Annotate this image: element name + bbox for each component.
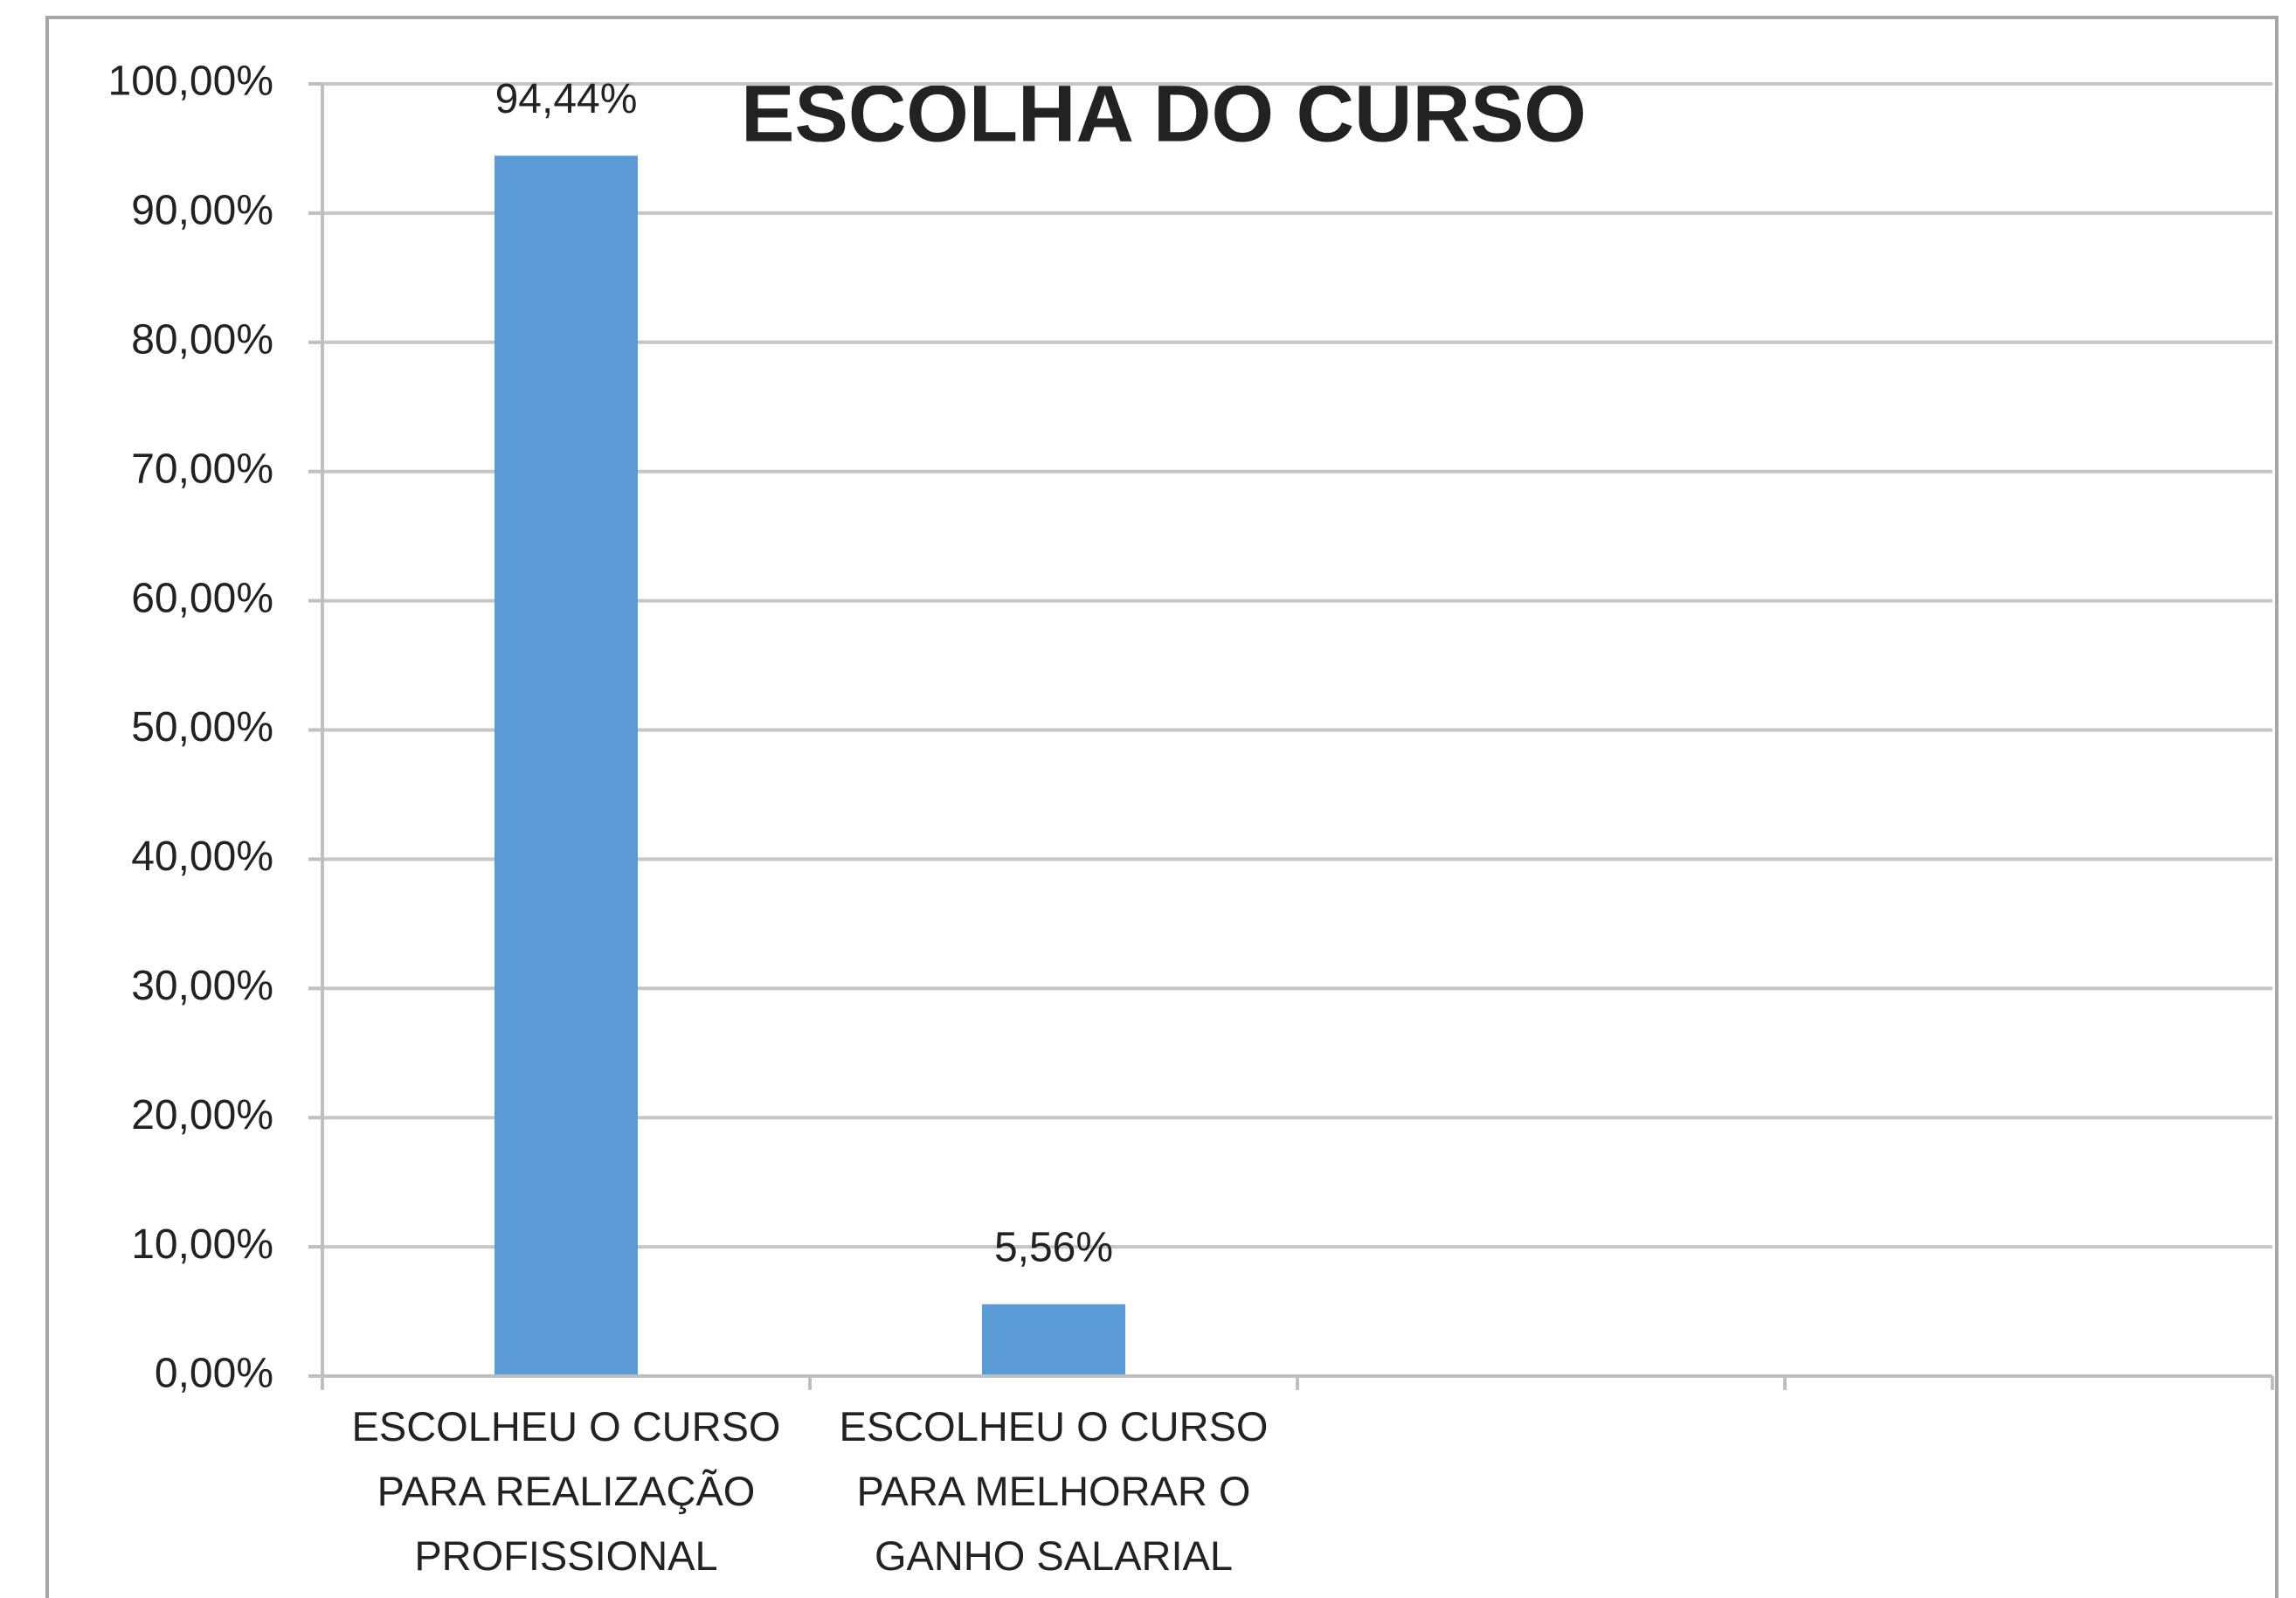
y-tick-label: 40,00% — [131, 834, 273, 880]
y-tick-label: 80,00% — [131, 316, 273, 363]
x-tick-label: ESCOLHEU O CURSO PARA MELHORAR O GANHO S… — [839, 1403, 1269, 1579]
y-tick-label: 70,00% — [131, 446, 273, 492]
y-tick-label: 10,00% — [131, 1221, 273, 1268]
bar — [494, 156, 638, 1376]
chart-border — [45, 16, 2279, 1598]
y-tick-label: 50,00% — [131, 704, 273, 751]
y-tick-label: 100,00% — [108, 59, 274, 105]
y-tick-label: 20,00% — [131, 1092, 273, 1138]
y-tick-label: 30,00% — [131, 963, 273, 1009]
value-label: 5,56% — [994, 1224, 1113, 1270]
y-tick-label: 90,00% — [131, 188, 273, 234]
x-tick-label: ESCOLHEU O CURSO PARA REALIZAÇÃO PROFISS… — [351, 1403, 781, 1579]
value-label: 94,44% — [495, 76, 638, 122]
bar — [982, 1304, 1125, 1376]
y-tick-label: 60,00% — [131, 575, 273, 621]
y-tick-label: 0,00% — [155, 1351, 273, 1397]
